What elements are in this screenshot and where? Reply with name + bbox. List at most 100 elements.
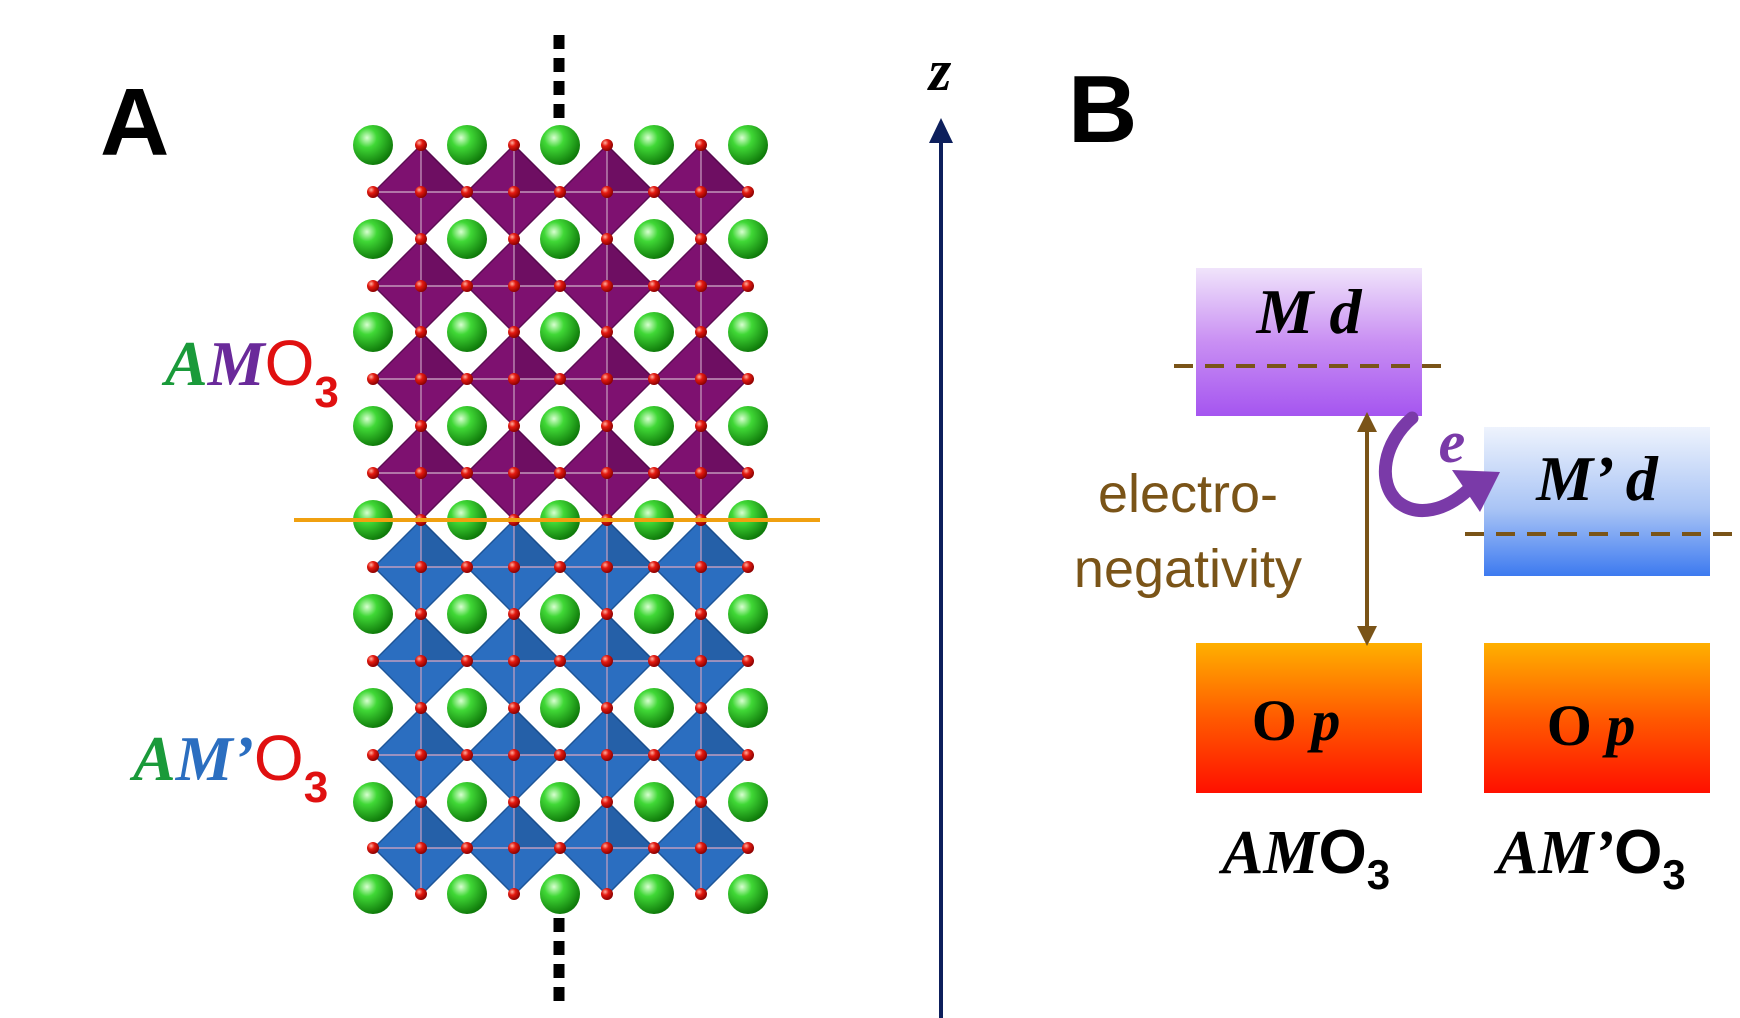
m-d-m: M [1256, 276, 1316, 347]
oxygen-atom-icon [601, 420, 613, 432]
octahedron-shade [421, 332, 468, 379]
oxygen-atom-icon [367, 749, 379, 761]
oxygen-atom-icon [601, 608, 613, 620]
green-atom-icon [728, 125, 768, 165]
oxygen-atom-icon [554, 373, 566, 385]
oxygen-atom-icon [508, 233, 520, 245]
curved-arrow-icon [1378, 411, 1475, 517]
oxygen-atom-icon [601, 373, 613, 385]
oxygen-atom-icon [415, 561, 427, 573]
oxygen-atom-icon [367, 186, 379, 198]
green-atom-icon [353, 219, 393, 259]
green-atom-icon [728, 219, 768, 259]
oxygen-atom-icon [695, 326, 707, 338]
oxygen-atom-icon [415, 233, 427, 245]
o-p-label-right: O p [1547, 693, 1636, 758]
oxygen-atom-icon [415, 655, 427, 667]
o-p-band-left: O p [1196, 643, 1422, 793]
oxygen-atom-icon [415, 373, 427, 385]
green-atom-icon [728, 874, 768, 914]
caption-left-sub: 3 [1367, 851, 1390, 898]
oxygen-atom-icon [601, 888, 613, 900]
oxygen-atom-icon [742, 842, 754, 854]
oxygen-atom-icon [648, 655, 660, 667]
oxygen-atom-icon [415, 467, 427, 479]
oxygen-atom-icon [461, 186, 473, 198]
oxygen-atom-icon [367, 561, 379, 573]
octahedron-shade [514, 708, 561, 755]
oxygen-atom-icon [554, 280, 566, 292]
oxygen-atom-icon [695, 561, 707, 573]
green-atom-icon [540, 406, 580, 446]
oxygen-atom-icon [461, 467, 473, 479]
oxygen-atom-icon [415, 796, 427, 808]
oxygen-atom-icon [648, 280, 660, 292]
oxygen-atom-icon [601, 467, 613, 479]
oxygen-atom-icon [695, 702, 707, 714]
oxygen-atom-icon [601, 139, 613, 151]
green-atom-icon [447, 406, 487, 446]
oxygen-atom-icon [508, 420, 520, 432]
mprime-d-label: M’ d [1535, 443, 1658, 514]
green-atom-icon [634, 782, 674, 822]
oxygen-atom-icon [554, 467, 566, 479]
octahedron-shade [701, 332, 748, 379]
oxygen-atom-icon [554, 561, 566, 573]
oxygen-atom-icon [461, 280, 473, 292]
green-atom-icon [634, 406, 674, 446]
green-atom-icon [634, 874, 674, 914]
oxygen-atom-icon [742, 186, 754, 198]
octahedron-shade [701, 520, 748, 567]
octahedron-shade [421, 708, 468, 755]
octahedron-shade [701, 801, 748, 848]
green-atom-icon [634, 125, 674, 165]
bottom-layer-o: O [254, 722, 304, 794]
oxygen-atom-icon [742, 655, 754, 667]
green-atom-icon [447, 874, 487, 914]
octahedron-shade [607, 239, 654, 286]
top-layer-a: A [161, 328, 208, 399]
green-atom-icon [447, 688, 487, 728]
oxygen-atom-icon [508, 796, 520, 808]
oxygen-atom-icon [461, 749, 473, 761]
oxygen-atom-icon [601, 796, 613, 808]
o-p-band-right: O p [1484, 643, 1710, 793]
oxygen-atom-icon [601, 749, 613, 761]
oxygen-atom-icon [415, 842, 427, 854]
octahedron-shade [421, 614, 468, 661]
oxygen-atom-icon [695, 186, 707, 198]
octahedron-shade [514, 801, 561, 848]
green-atom-icon [540, 219, 580, 259]
oxygen-atom-icon [695, 796, 707, 808]
caption-left-m: M [1262, 819, 1320, 887]
octahedron-shade [701, 614, 748, 661]
oxygen-atom-icon [601, 280, 613, 292]
oxygen-atom-icon [508, 842, 520, 854]
oxygen-atom-icon [508, 186, 520, 198]
oxygen-atom-icon [601, 326, 613, 338]
green-atom-icon [728, 782, 768, 822]
octahedron-shade [421, 239, 468, 286]
bottom-layer-label: AM’O3 [129, 722, 328, 812]
octahedron-shade [701, 239, 748, 286]
z-axis-label: z [927, 38, 952, 103]
octahedron-shade [701, 426, 748, 473]
o-p-right-p: p [1601, 693, 1635, 758]
oxygen-atom-icon [648, 842, 660, 854]
oxygen-atom-icon [461, 655, 473, 667]
mprime-d-m: M’ [1535, 443, 1613, 514]
oxygen-atom-icon [695, 655, 707, 667]
octahedron-shade [514, 614, 561, 661]
oxygen-atom-icon [601, 655, 613, 667]
green-atom-icon [447, 125, 487, 165]
octahedron-shade [514, 520, 561, 567]
oxygen-atom-icon [508, 326, 520, 338]
octahedron-shade [421, 426, 468, 473]
oxygen-atom-icon [695, 373, 707, 385]
octahedron-shade [514, 145, 561, 192]
oxygen-atom-icon [367, 373, 379, 385]
caption-left: AMO3 [1218, 818, 1390, 898]
green-atom-icon [353, 406, 393, 446]
bottom-layer-m: M’ [175, 723, 254, 794]
